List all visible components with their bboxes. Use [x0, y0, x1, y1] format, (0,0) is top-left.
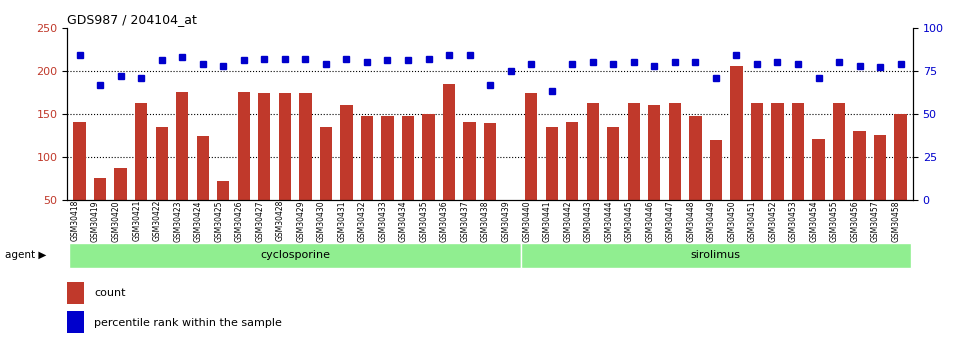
Text: GSM30422: GSM30422 — [153, 200, 161, 242]
Text: GSM30451: GSM30451 — [748, 200, 757, 242]
Bar — [505, 200, 517, 243]
Text: agent ▶: agent ▶ — [5, 250, 46, 260]
FancyBboxPatch shape — [69, 243, 521, 268]
Text: GSM30418: GSM30418 — [70, 200, 80, 242]
Text: GSM30433: GSM30433 — [379, 200, 387, 242]
Text: GSM30450: GSM30450 — [727, 200, 736, 242]
Bar — [792, 103, 804, 243]
Text: GSM30419: GSM30419 — [91, 200, 100, 242]
Bar — [874, 136, 886, 243]
Bar — [628, 103, 640, 243]
Bar — [340, 105, 353, 243]
Bar — [772, 103, 783, 243]
Text: GSM30457: GSM30457 — [871, 200, 880, 242]
Text: GSM30426: GSM30426 — [234, 200, 244, 242]
Bar — [751, 103, 763, 243]
Text: count: count — [94, 288, 126, 298]
Bar — [73, 122, 86, 243]
Bar — [320, 127, 333, 243]
Bar — [279, 93, 291, 243]
Text: GSM30447: GSM30447 — [666, 200, 675, 242]
Text: GSM30440: GSM30440 — [522, 200, 531, 242]
Text: percentile rank within the sample: percentile rank within the sample — [94, 318, 283, 327]
Text: GSM30438: GSM30438 — [481, 200, 490, 242]
Text: GSM30429: GSM30429 — [296, 200, 306, 242]
Bar — [94, 178, 107, 243]
Text: GSM30439: GSM30439 — [502, 200, 510, 242]
Bar — [833, 103, 846, 243]
Bar — [176, 92, 188, 243]
Bar — [710, 140, 722, 243]
Text: GSM30425: GSM30425 — [214, 200, 223, 242]
Bar — [67, 282, 85, 304]
Bar — [382, 117, 394, 243]
Bar — [259, 93, 270, 243]
Bar — [156, 127, 168, 243]
Bar — [607, 127, 620, 243]
Text: GSM30432: GSM30432 — [357, 200, 367, 242]
Bar — [114, 168, 127, 243]
Text: GSM30441: GSM30441 — [543, 200, 552, 242]
Text: GSM30456: GSM30456 — [850, 200, 859, 242]
Text: GSM30453: GSM30453 — [789, 200, 798, 242]
Text: sirolimus: sirolimus — [691, 250, 741, 260]
Bar — [648, 105, 660, 243]
Text: GSM30436: GSM30436 — [440, 200, 449, 242]
Bar — [730, 66, 743, 243]
Bar — [895, 114, 907, 243]
Bar — [237, 92, 250, 243]
Text: GDS987 / 204104_at: GDS987 / 204104_at — [67, 13, 197, 27]
Text: GSM30424: GSM30424 — [194, 200, 203, 242]
Text: GSM30431: GSM30431 — [337, 200, 346, 242]
Bar — [812, 139, 825, 243]
Text: GSM30446: GSM30446 — [646, 200, 654, 242]
Text: GSM30434: GSM30434 — [399, 200, 408, 242]
Text: GSM30435: GSM30435 — [420, 200, 429, 242]
Bar — [402, 116, 414, 243]
Text: GSM30423: GSM30423 — [173, 200, 183, 242]
Text: cyclosporine: cyclosporine — [260, 250, 331, 260]
Bar — [197, 136, 209, 243]
Bar — [443, 84, 456, 243]
Text: GSM30442: GSM30442 — [563, 200, 572, 242]
Text: GSM30455: GSM30455 — [830, 200, 839, 242]
FancyBboxPatch shape — [521, 243, 911, 268]
Bar — [360, 116, 373, 243]
Text: GSM30430: GSM30430 — [317, 200, 326, 242]
Text: GSM30437: GSM30437 — [460, 200, 470, 242]
Bar — [853, 131, 866, 243]
Bar — [217, 181, 230, 243]
Bar — [566, 122, 579, 243]
Text: GSM30449: GSM30449 — [707, 200, 716, 242]
Text: GSM30444: GSM30444 — [604, 200, 613, 242]
Bar — [689, 116, 702, 243]
Bar — [525, 93, 537, 243]
Text: GSM30448: GSM30448 — [686, 200, 696, 242]
Bar — [669, 103, 681, 243]
Text: GSM30443: GSM30443 — [583, 200, 593, 242]
Text: GSM30420: GSM30420 — [111, 200, 121, 242]
Bar — [67, 312, 85, 333]
Text: GSM30421: GSM30421 — [133, 200, 141, 242]
Bar — [586, 103, 599, 243]
Bar — [484, 124, 496, 243]
Bar — [423, 114, 434, 243]
Text: GSM30428: GSM30428 — [276, 200, 284, 242]
Text: GSM30445: GSM30445 — [625, 200, 634, 242]
Text: GSM30427: GSM30427 — [256, 200, 264, 242]
Bar — [463, 122, 476, 243]
Text: GSM30458: GSM30458 — [892, 200, 900, 242]
Text: GSM30452: GSM30452 — [769, 200, 777, 242]
Bar — [135, 103, 147, 243]
Bar — [546, 127, 557, 243]
Bar — [299, 93, 311, 243]
Text: GSM30454: GSM30454 — [809, 200, 819, 242]
